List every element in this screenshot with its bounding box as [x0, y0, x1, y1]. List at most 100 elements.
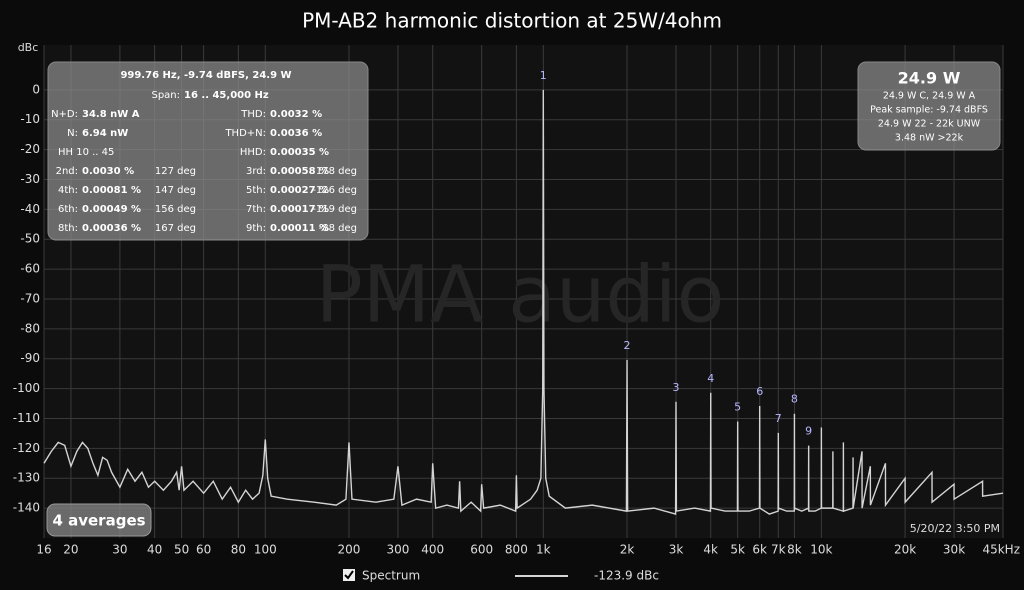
y-tick-label: -90 [20, 351, 40, 365]
spectrum-line [43, 89, 1004, 516]
x-tick-label: 80 [231, 543, 246, 557]
info-cell: -88 deg [319, 223, 357, 234]
y-tick-label: -20 [20, 142, 40, 156]
info-cell: 0.00035 % [270, 147, 329, 158]
info-cell: 7th: [246, 204, 266, 215]
info-cell: 34.8 nW A [82, 109, 140, 120]
x-tick-label: 30k [943, 543, 965, 557]
x-tick-label: 6k [752, 543, 767, 557]
harmonic-label: 4 [707, 372, 714, 385]
y-tick-label: -120 [13, 441, 40, 455]
info-cell: 0.0030 % [82, 166, 134, 177]
info-cell: 9th: [246, 223, 266, 234]
span-value: 16 .. 45,000 Hz [184, 90, 269, 101]
info-cell: 147 deg [155, 185, 196, 196]
y-tick-label: -30 [20, 172, 40, 186]
info-cell: HHD: [240, 147, 266, 158]
x-tick-label: 3k [669, 543, 684, 557]
y-tick-label: -140 [13, 501, 40, 515]
level-lines: 24.9 W C, 24.9 W A Peak sample: -9.74 dBF… [870, 91, 988, 144]
x-tick-label: 7k [771, 543, 786, 557]
level-box [857, 61, 1001, 151]
info-cell: 0.00049 % [82, 204, 141, 215]
x-tick-label: 600 [470, 543, 493, 557]
info-cell: HH 10 .. 45 [58, 147, 114, 158]
harmonic-label: 9 [805, 425, 812, 438]
info-cell: 5th: [246, 185, 266, 196]
x-tick-label: 5k [730, 543, 745, 557]
info-cell: N+D: [51, 109, 78, 120]
level-line: 24.9 W C, 24.9 W A [883, 91, 976, 102]
x-tick-label: 20 [63, 543, 78, 557]
y-tick-label: -60 [20, 262, 40, 276]
x-tick-label: 60 [196, 543, 211, 557]
checkmark [344, 570, 354, 580]
info-cell: 0.00011 % [270, 223, 329, 234]
y-tick-label: -70 [20, 291, 40, 305]
x-tick-label: 50 [174, 543, 189, 557]
level-panel: 24.9 W 24.9 W C, 24.9 W A Peak sample: -9… [857, 61, 1001, 151]
x-tick-label: 100 [254, 543, 277, 557]
averages-box [46, 503, 152, 537]
legend-label: Spectrum [362, 569, 420, 583]
info-cell: 2nd: [56, 166, 78, 177]
x-tick-label: 40 [147, 543, 162, 557]
harmonic-label: 5 [734, 400, 741, 413]
data: 1 2 3 4 5 6 78 9 [43, 69, 1004, 516]
x-tick-label: 45kHz [982, 543, 1020, 557]
harmonic-label: 1 [540, 69, 547, 82]
info-cell: 0.0032 % [270, 109, 322, 120]
y-axis-label: dBc [18, 41, 39, 54]
info-cell: 3rd: [246, 166, 266, 177]
info-box [47, 61, 369, 241]
x-tick-label: 4k [703, 543, 718, 557]
info-cell: 167 deg [155, 223, 196, 234]
info-cell: N: [67, 128, 78, 139]
info-cell: 156 deg [155, 204, 196, 215]
info-cell: 0.00027 % [270, 185, 329, 196]
info-cell: 0.00058 % [270, 166, 329, 177]
y-tick-label: -130 [13, 471, 40, 485]
info-cell: 8th: [58, 223, 78, 234]
y-tick-label: -40 [20, 202, 40, 216]
info-cell: -126 deg [312, 185, 357, 196]
info-cell: 6.94 nW [82, 128, 128, 139]
info-rows: N+D: 34.8 nW A THD: 0.0032 % N: 6.94 nW THD+N:… [51, 109, 357, 234]
y-tick-label: -110 [13, 411, 40, 425]
x-tick-label: 300 [386, 543, 409, 557]
span-label: Span: [151, 90, 180, 101]
info-cell: 178 deg [316, 166, 357, 177]
x-tick-label: 8k [787, 543, 802, 557]
y-tick-label: 0 [32, 82, 40, 96]
timestamp: 5/20/22 3:50 PM [910, 522, 1000, 535]
x-tick-label: 1k [536, 543, 551, 557]
level-line: 24.9 W 22 - 22k UNW [878, 119, 981, 130]
harmonic-label: 7 [775, 412, 782, 425]
info-header: 999.76 Hz, -9.74 dBFS, 24.9 W [120, 70, 291, 81]
chart-title: PM-AB2 harmonic distortion at 25W/4ohm [302, 9, 722, 33]
info-cell: 0.00036 % [82, 223, 141, 234]
level-line: 3.48 nW >22k [895, 133, 964, 144]
y-tick-label: -100 [13, 381, 40, 395]
x-tick-label: 800 [505, 543, 528, 557]
y-tick-label: -10 [20, 112, 40, 126]
info-cell: 4th: [58, 185, 78, 196]
harmonic-label: 2 [624, 339, 631, 352]
y-tick-label: -80 [20, 321, 40, 335]
x-tick-label: 16 [36, 543, 51, 557]
info-cell: 0.0036 % [270, 128, 322, 139]
x-tick-label: 2k [620, 543, 635, 557]
x-tick-label: 30 [112, 543, 127, 557]
y-tick-label: -50 [20, 232, 40, 246]
info-cell: 0.00081 % [82, 185, 141, 196]
info-cell: 0.00017 % [270, 204, 329, 215]
x-tick-label: 20k [894, 543, 916, 557]
harmonic-label: 8 [791, 393, 798, 406]
harmonic-label: 6 [756, 385, 763, 398]
x-tick-label: 10k [810, 543, 832, 557]
watermark: PMA audio [316, 250, 725, 340]
info-cell: THD: [240, 109, 266, 120]
averages: 4 averages [52, 512, 145, 530]
legend-value: -123.9 dBc [594, 569, 659, 583]
